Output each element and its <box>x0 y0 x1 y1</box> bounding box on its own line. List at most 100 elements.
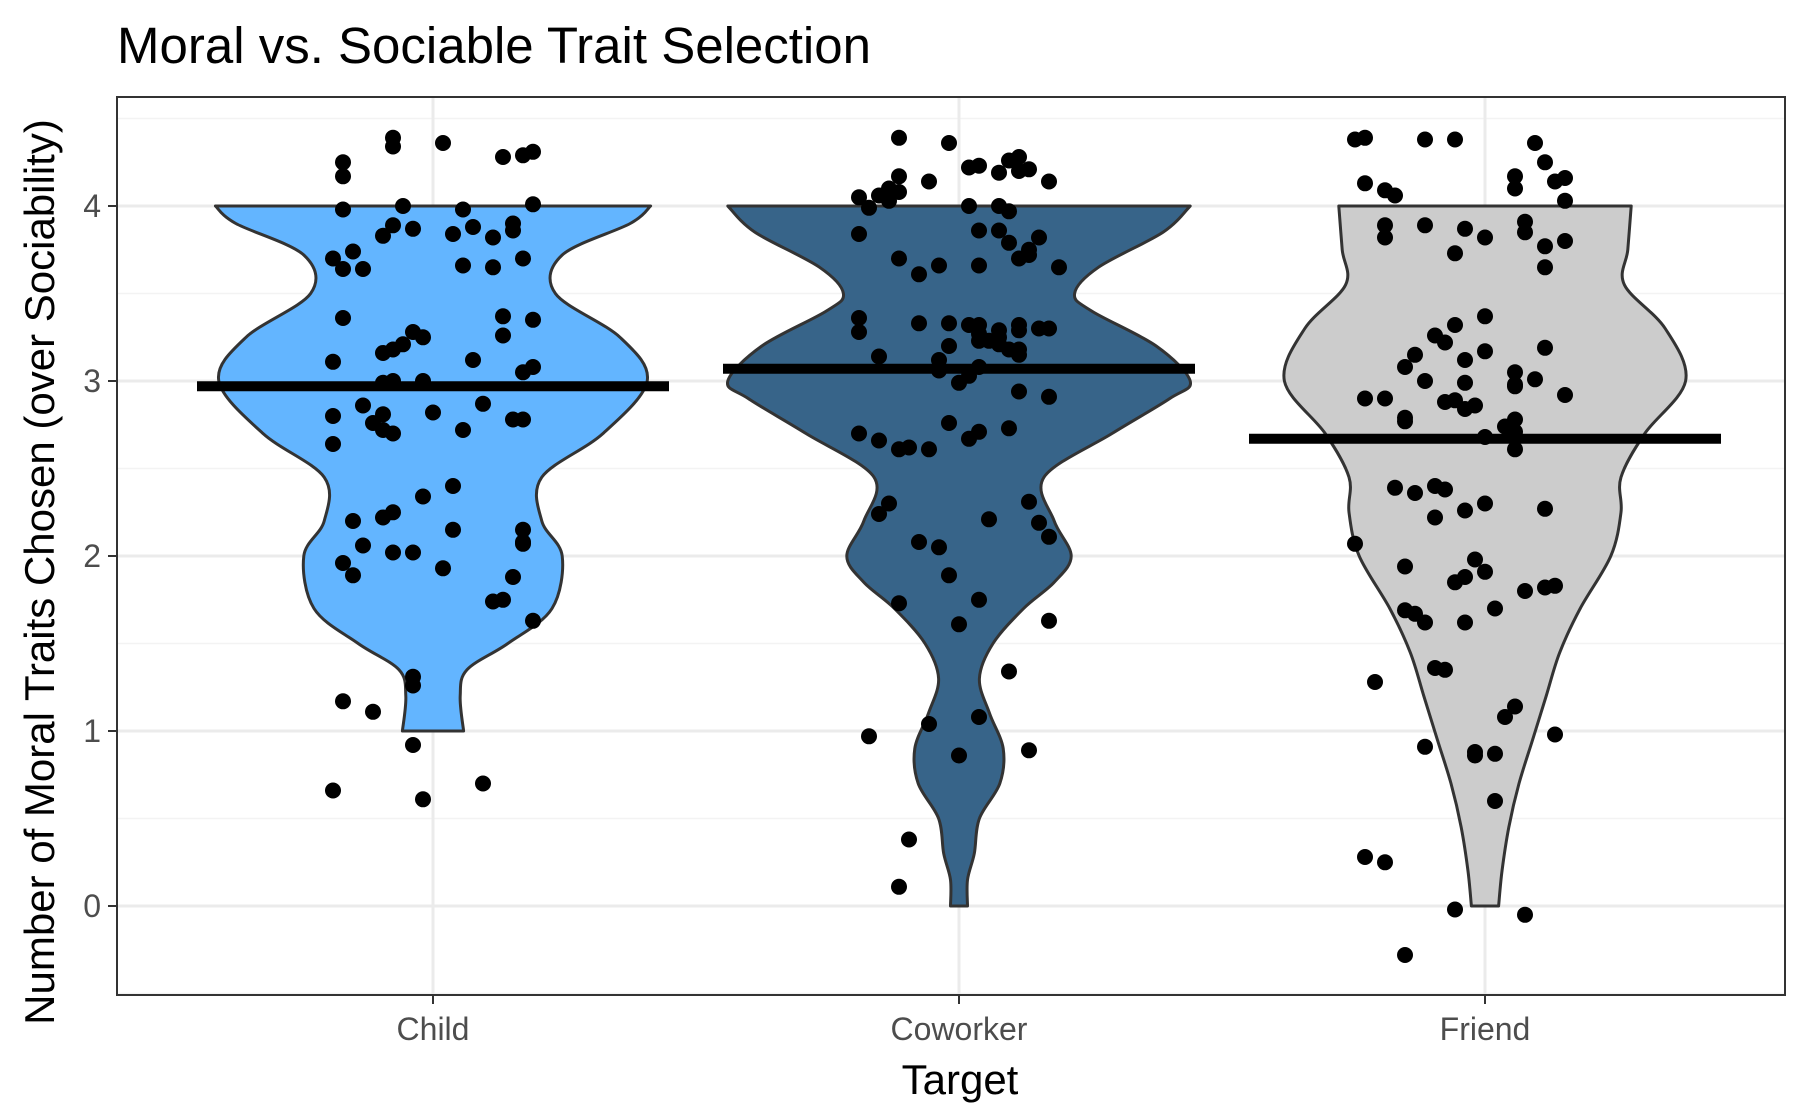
y-axis-title: Number of Moral Traits Chosen (over Soci… <box>16 119 63 1025</box>
data-point-friend <box>1377 217 1393 234</box>
data-point-friend <box>1517 906 1533 923</box>
data-point-coworker <box>1041 388 1057 405</box>
data-point-coworker <box>941 338 957 354</box>
data-point-friend <box>1527 135 1543 151</box>
data-point-friend <box>1427 327 1443 344</box>
data-point-child <box>335 201 351 218</box>
data-point-friend <box>1467 551 1483 568</box>
chart-title: Moral vs. Sociable Trait Selection <box>117 17 871 74</box>
data-point-coworker <box>991 164 1007 181</box>
data-point-coworker <box>1021 493 1037 510</box>
data-point-friend <box>1397 602 1413 619</box>
data-point-child <box>345 513 361 529</box>
data-point-child <box>325 782 341 799</box>
data-point-coworker <box>1011 383 1027 400</box>
data-point-child <box>345 567 361 584</box>
data-point-child <box>505 215 521 232</box>
panel-border <box>116 96 1786 996</box>
x-tick-label-child: Child <box>397 1011 470 1047</box>
data-point-friend <box>1507 441 1523 458</box>
data-point-coworker <box>961 198 977 214</box>
data-point-coworker <box>941 315 957 332</box>
data-point-friend <box>1487 793 1503 809</box>
data-point-coworker <box>911 534 927 550</box>
data-point-child <box>325 436 341 452</box>
data-point-coworker <box>921 173 937 190</box>
data-point-friend <box>1507 698 1523 715</box>
data-point-coworker <box>951 747 967 764</box>
data-point-friend <box>1407 346 1423 363</box>
data-point-coworker <box>1051 259 1067 276</box>
data-point-coworker <box>931 539 947 556</box>
data-point-friend <box>1477 343 1493 360</box>
data-point-friend <box>1507 376 1523 393</box>
data-point-child <box>525 612 541 629</box>
data-point-friend <box>1497 709 1513 725</box>
data-point-coworker <box>991 222 1007 239</box>
data-point-coworker <box>971 317 987 333</box>
data-point-friend <box>1357 390 1373 407</box>
data-point-friend <box>1487 600 1503 617</box>
data-point-friend <box>1377 390 1393 407</box>
data-point-friend <box>1537 154 1553 171</box>
data-point-coworker <box>891 168 907 185</box>
data-point-coworker <box>891 129 907 146</box>
data-point-friend <box>1397 359 1413 375</box>
y-tick-label: 3 <box>83 363 101 399</box>
data-point-child <box>385 504 401 521</box>
data-point-coworker <box>911 266 927 283</box>
data-point-child <box>485 593 501 610</box>
data-point-child <box>425 404 441 421</box>
data-point-coworker <box>971 591 987 608</box>
data-point-child <box>475 775 491 792</box>
data-point-child <box>345 243 361 260</box>
x-axis-title: Target <box>902 1056 1019 1103</box>
data-point-child <box>365 703 381 720</box>
data-point-coworker <box>971 222 987 239</box>
data-point-coworker <box>851 425 867 442</box>
data-point-coworker <box>991 198 1007 214</box>
data-point-coworker <box>1011 317 1027 333</box>
data-point-child <box>355 261 371 277</box>
y-tick-label: 1 <box>83 713 101 749</box>
data-point-child <box>515 534 531 550</box>
violins <box>213 204 1688 908</box>
data-point-friend <box>1467 744 1483 760</box>
data-point-coworker <box>891 595 907 612</box>
data-point-coworker <box>1041 173 1057 190</box>
data-point-friend <box>1557 192 1573 209</box>
data-point-child <box>405 544 421 561</box>
violin-coworker <box>725 204 1193 908</box>
data-point-child <box>335 261 351 277</box>
data-point-child <box>455 422 471 438</box>
data-point-child <box>395 198 411 214</box>
data-point-friend <box>1457 614 1473 631</box>
data-point-friend <box>1477 229 1493 246</box>
data-point-child <box>335 168 351 185</box>
data-point-coworker <box>1041 528 1057 545</box>
data-point-coworker <box>851 310 867 326</box>
data-point-friend <box>1467 397 1483 414</box>
data-point-coworker <box>891 878 907 895</box>
data-point-coworker <box>1001 663 1017 680</box>
data-point-coworker <box>871 348 887 365</box>
data-point-coworker <box>851 226 867 242</box>
data-point-friend <box>1397 409 1413 426</box>
data-point-friend <box>1357 129 1373 146</box>
data-point-child <box>395 336 411 353</box>
data-point-coworker <box>881 495 897 512</box>
data-point-friend <box>1457 220 1473 237</box>
data-point-coworker <box>981 511 997 528</box>
data-point-coworker <box>871 506 887 522</box>
data-point-friend <box>1507 411 1523 428</box>
data-point-friend <box>1477 495 1493 512</box>
data-point-friend <box>1377 229 1393 246</box>
data-point-coworker <box>891 250 907 267</box>
data-point-child <box>355 537 371 554</box>
data-point-coworker <box>901 439 917 456</box>
data-point-child <box>405 737 421 753</box>
data-point-friend <box>1537 259 1553 276</box>
data-point-child <box>515 250 531 267</box>
data-point-coworker <box>921 441 937 458</box>
